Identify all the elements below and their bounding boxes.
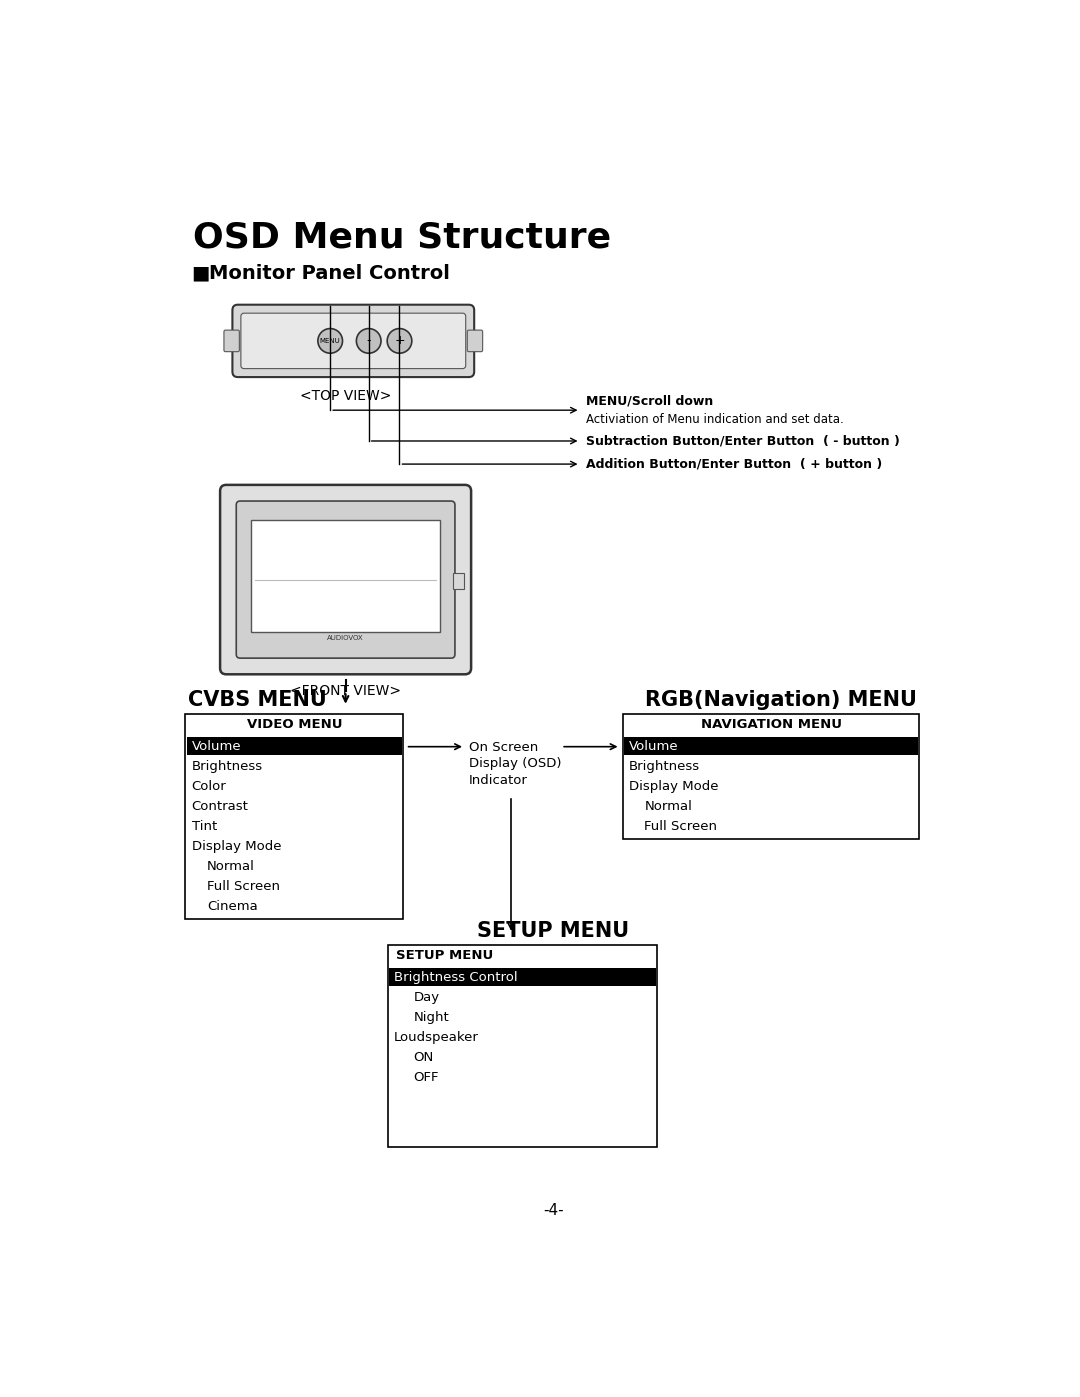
Text: CVBS MENU: CVBS MENU <box>188 690 326 711</box>
Text: Display (OSD): Display (OSD) <box>469 757 562 771</box>
Text: On Screen: On Screen <box>469 740 538 753</box>
Text: Normal: Normal <box>645 800 692 813</box>
Text: Indicator: Indicator <box>469 774 528 788</box>
Text: NAVIGATION MENU: NAVIGATION MENU <box>701 718 841 731</box>
Text: OFF: OFF <box>414 1071 438 1084</box>
FancyBboxPatch shape <box>232 305 474 377</box>
Text: Day: Day <box>414 992 440 1004</box>
Bar <box>623 714 919 840</box>
Text: AUDIOVOX: AUDIOVOX <box>327 636 364 641</box>
Bar <box>454 573 464 588</box>
FancyBboxPatch shape <box>220 485 471 675</box>
Text: RGB(Navigation) MENU: RGB(Navigation) MENU <box>645 690 917 711</box>
Text: MENU: MENU <box>320 338 340 344</box>
Text: Contrast: Contrast <box>191 800 248 813</box>
Text: Cinema: Cinema <box>207 900 258 914</box>
Text: Full Screen: Full Screen <box>645 820 717 833</box>
Text: Addition Button/Enter Button  ( + button ): Addition Button/Enter Button ( + button … <box>585 458 882 471</box>
Text: Tint: Tint <box>191 820 217 833</box>
Bar <box>388 946 658 1147</box>
Text: SETUP MENU: SETUP MENU <box>395 949 492 963</box>
Bar <box>624 736 918 756</box>
Text: Monitor Panel Control: Monitor Panel Control <box>208 264 449 282</box>
Text: Brightness: Brightness <box>191 760 262 773</box>
FancyBboxPatch shape <box>224 330 240 352</box>
Text: <FRONT VIEW>: <FRONT VIEW> <box>291 683 401 697</box>
Text: Subtraction Button/Enter Button  ( - button ): Subtraction Button/Enter Button ( - butt… <box>585 434 900 447</box>
Text: Color: Color <box>191 780 227 793</box>
Text: -4-: -4- <box>543 1203 564 1218</box>
Text: +: + <box>394 334 405 348</box>
Text: Activiation of Menu indication and set data.: Activiation of Menu indication and set d… <box>585 412 843 426</box>
Text: Volume: Volume <box>191 740 241 753</box>
Text: <TOP VIEW>: <TOP VIEW> <box>300 388 391 402</box>
FancyBboxPatch shape <box>468 330 483 352</box>
Text: Normal: Normal <box>207 861 255 873</box>
FancyBboxPatch shape <box>241 313 465 369</box>
Circle shape <box>318 328 342 353</box>
Circle shape <box>356 328 381 353</box>
Text: ■: ■ <box>191 264 210 282</box>
Text: Night: Night <box>414 1011 449 1024</box>
Text: Full Screen: Full Screen <box>207 880 280 893</box>
Text: ON: ON <box>414 1052 433 1065</box>
Text: Brightness Control: Brightness Control <box>394 971 517 983</box>
Text: MENU/Scroll down: MENU/Scroll down <box>585 395 713 408</box>
Circle shape <box>387 328 411 353</box>
Text: Brightness: Brightness <box>629 760 700 773</box>
Text: SETUP MENU: SETUP MENU <box>477 922 630 942</box>
Bar <box>390 968 656 986</box>
Text: Display Mode: Display Mode <box>629 780 718 793</box>
Bar <box>186 714 403 919</box>
Text: Volume: Volume <box>629 740 678 753</box>
Text: Display Mode: Display Mode <box>191 840 281 854</box>
Text: VIDEO MENU: VIDEO MENU <box>246 718 342 731</box>
Bar <box>251 520 441 631</box>
FancyBboxPatch shape <box>237 502 455 658</box>
Text: -: - <box>366 334 370 348</box>
Bar <box>187 736 402 756</box>
Text: OSD Menu Structure: OSD Menu Structure <box>193 219 611 254</box>
Text: Loudspeaker: Loudspeaker <box>394 1031 480 1044</box>
